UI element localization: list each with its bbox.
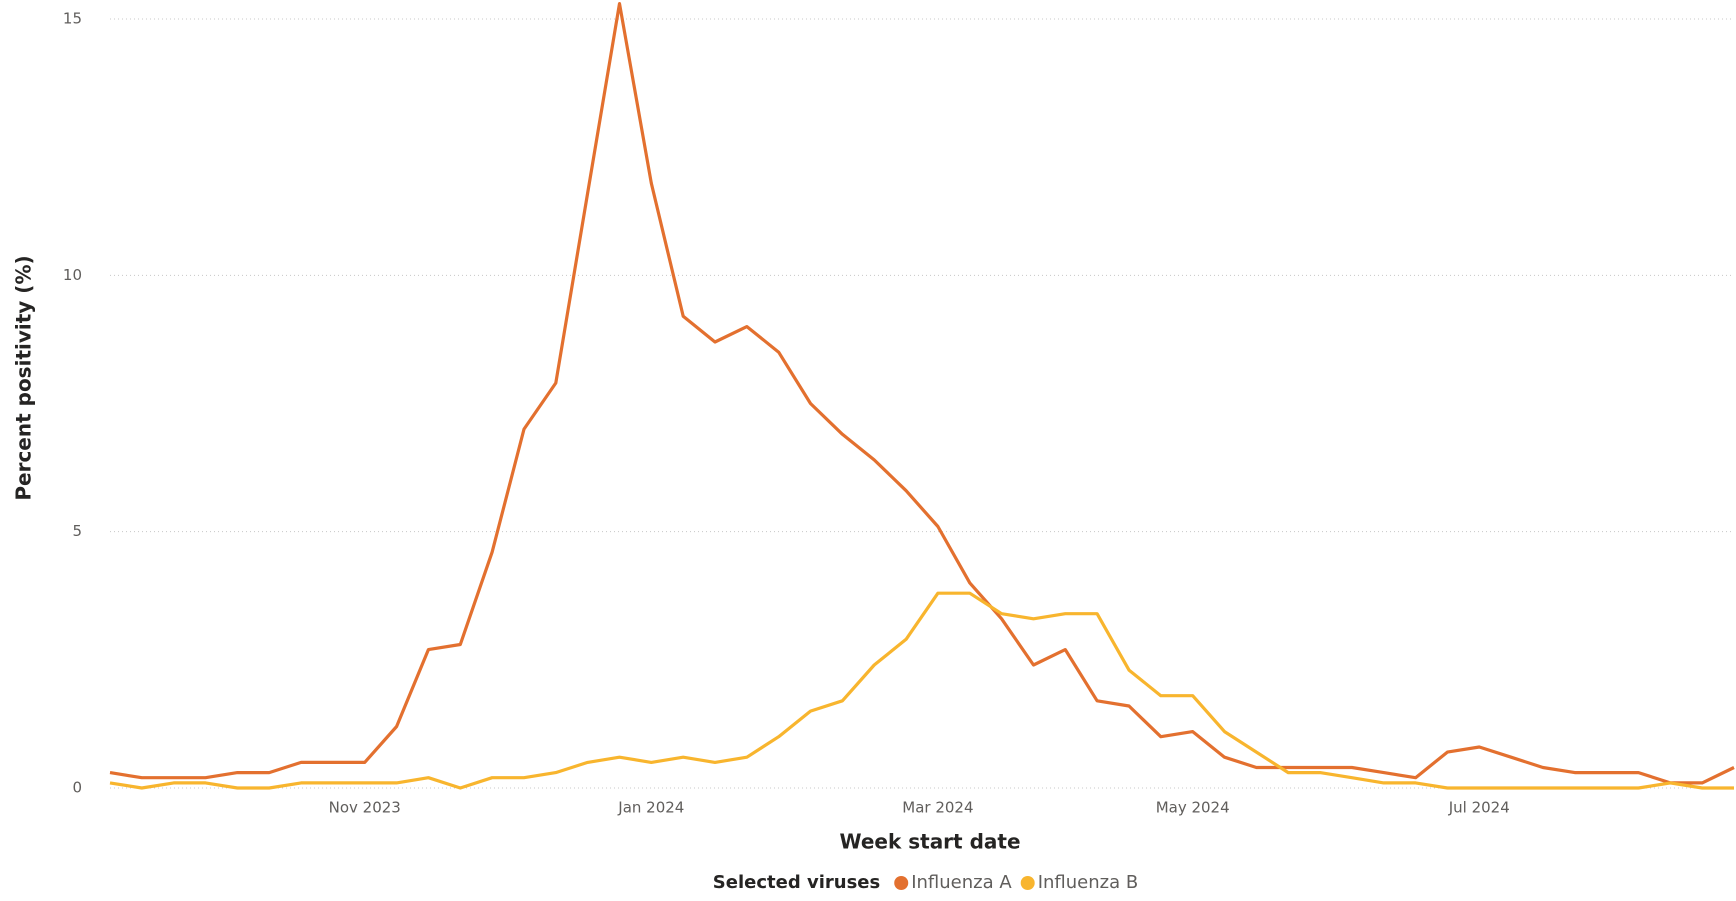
y-tick-label: 10 — [63, 266, 82, 284]
legend-marker — [894, 876, 909, 890]
line — [109, 591, 1734, 790]
y-tick-label: 5 — [72, 522, 82, 540]
line — [109, 2, 1735, 785]
x-axis-title: Week start date — [839, 830, 1020, 854]
x-tick-label: Mar 2024 — [902, 799, 973, 817]
x-tick-label: Nov 2023 — [329, 799, 401, 817]
x-tick-label: May 2024 — [1156, 799, 1230, 817]
x-tick-label: Jul 2024 — [1448, 799, 1510, 817]
x-tick-label: Jan 2024 — [617, 799, 684, 817]
legend-marker — [1020, 876, 1035, 890]
y-axis-title: Percent positivity (%) — [12, 255, 36, 500]
y-tick-label: 0 — [72, 779, 82, 797]
legend-label: Influenza B — [1038, 872, 1139, 893]
legend-title: Selected viruses — [713, 872, 880, 893]
legend-label: Influenza A — [911, 872, 1012, 893]
y-tick-label: 15 — [63, 10, 82, 28]
